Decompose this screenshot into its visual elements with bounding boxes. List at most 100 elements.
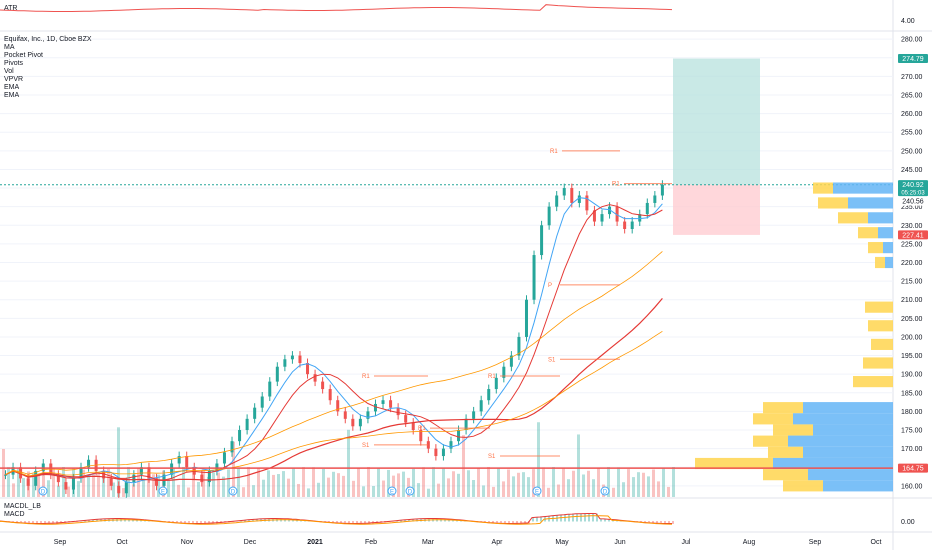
volume-bar [642, 472, 645, 497]
volume-bar [627, 469, 630, 497]
macd-histogram-bar [92, 519, 94, 522]
price-badge [898, 54, 928, 64]
volume-bar [302, 467, 305, 497]
volume-bar [597, 468, 600, 497]
candle-body [623, 221, 627, 229]
volume-bar [542, 467, 545, 497]
candle-body [517, 336, 521, 356]
volume-bar [522, 472, 525, 497]
macd-histogram-bar [648, 521, 650, 524]
candle-body [313, 374, 317, 382]
ema-line-1 [5, 251, 663, 476]
price-badge-label: 164.75 [902, 466, 924, 473]
vpvr-bar-up [788, 435, 893, 447]
indicator-ema-1[interactable]: EMA [4, 84, 20, 91]
volume-bar [667, 486, 670, 497]
macd-histogram-bar [524, 521, 526, 524]
volume-bar [152, 474, 155, 497]
macd-histogram-bar [100, 519, 102, 522]
candle-body [170, 463, 174, 475]
volume-bar [397, 473, 400, 497]
indicator-legend: Equifax, Inc., 1D, Cboe BZX MA Pocket Pi… [4, 36, 92, 100]
volume-bar [422, 467, 425, 497]
volume-bar [157, 474, 160, 497]
indicator-vol[interactable]: Vol [4, 68, 14, 75]
macd-histogram-bar [24, 521, 26, 524]
candle-body [426, 441, 430, 449]
volume-bar [577, 434, 580, 497]
volume-bar [122, 488, 125, 497]
macd-histogram-bar [360, 521, 362, 524]
candle-body [653, 195, 657, 203]
vpvr-bar-down [763, 402, 803, 414]
ma-slow-line [5, 298, 663, 482]
volume-bar [457, 473, 460, 497]
macd-histogram-bar [88, 520, 90, 522]
vpvr-bar-down [753, 413, 793, 425]
price-tick-label: 220.00 [901, 260, 923, 267]
symbol-title[interactable]: Equifax, Inc., 1D, Cboe BZX [4, 36, 92, 43]
volume-bar [587, 470, 590, 497]
indicator-ma[interactable]: MA [4, 44, 15, 51]
macd-histogram-bar [660, 521, 662, 524]
volume-bar [467, 470, 470, 497]
candle-body [321, 381, 325, 390]
candle-body [222, 452, 226, 464]
time-axis-label: Mar [422, 539, 435, 546]
macd-histogram-bar [96, 519, 98, 522]
price-tick-label: 250.00 [901, 148, 923, 155]
time-axis-label: Dec [244, 539, 257, 546]
volume-bar [37, 475, 40, 497]
candle-body [487, 389, 491, 401]
indicator-pocket-pivot[interactable]: Pocket Pivot [4, 52, 43, 59]
event-marker-label: D [231, 490, 236, 496]
macd-histogram-bar [664, 521, 666, 524]
macd-histogram-bar [672, 521, 674, 524]
indicator-pivots[interactable]: Pivots [4, 60, 24, 67]
candle-body [336, 400, 340, 412]
pivot-label: S1 [362, 443, 370, 449]
price-badge-label: 274.79 [902, 56, 924, 63]
macd-histogram-bar [492, 521, 494, 524]
indicator-vpvr[interactable]: VPVR [4, 76, 24, 83]
price-tick-label: 170.00 [901, 446, 923, 453]
volume-bar [652, 469, 655, 497]
macd-histogram-bar [364, 521, 366, 524]
indicator-ema-2[interactable]: EMA [4, 92, 20, 99]
time-axis-label: Jun [614, 539, 625, 546]
volume-bar [357, 467, 360, 497]
volume-bar [272, 474, 275, 497]
volume-bar [487, 467, 490, 497]
candle-body [555, 195, 559, 207]
candle-body [502, 366, 506, 378]
volume-bar [662, 467, 665, 497]
candle-body [41, 463, 45, 471]
event-marker-icon [228, 486, 238, 496]
macd-histogram-bar [536, 517, 538, 522]
candle-body [117, 485, 121, 494]
volume-bar [392, 475, 395, 497]
pivot-label: S1 [488, 454, 496, 460]
price-tick-label: 195.00 [901, 353, 923, 360]
candle-body [132, 474, 136, 483]
macd-histogram-bar [512, 521, 514, 524]
macd-histogram-bar [500, 521, 502, 524]
candle-body [540, 225, 544, 256]
macd-histogram-bar [584, 513, 586, 522]
volume-bar [47, 480, 50, 497]
candle-body [570, 188, 574, 203]
volume-bar [232, 441, 235, 497]
candle-body [562, 188, 566, 196]
macd-histogram-bar [508, 521, 510, 524]
volume-bar [242, 487, 245, 497]
volume-bar [382, 480, 385, 497]
vpvr-bar-up [808, 469, 893, 481]
vpvr-bar-up [878, 227, 893, 239]
price-tick-label: 215.00 [901, 279, 923, 286]
pivot-label: R1 [488, 374, 496, 380]
candle-body [71, 478, 75, 490]
candle-body [4, 474, 7, 476]
time-axis-label: Oct [117, 539, 128, 546]
